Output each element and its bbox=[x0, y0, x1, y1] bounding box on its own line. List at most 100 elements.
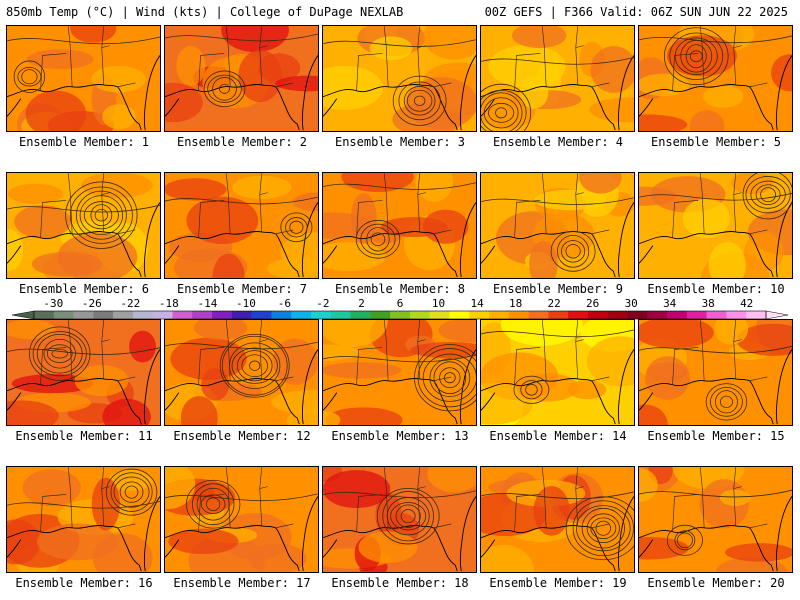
pressure-contour bbox=[75, 190, 127, 240]
pressure-contour bbox=[229, 342, 281, 389]
state-borders bbox=[514, 320, 610, 385]
pressure-contour bbox=[561, 240, 586, 263]
temperature-shading bbox=[26, 49, 94, 70]
colorbar-swatch bbox=[251, 311, 272, 319]
state-borders bbox=[356, 467, 452, 532]
state-borders bbox=[198, 320, 294, 385]
member-caption-12: Ensemble Member: 12 bbox=[173, 429, 311, 443]
pressure-contour bbox=[481, 83, 532, 131]
member-map-8 bbox=[322, 172, 477, 279]
state-borders bbox=[198, 26, 294, 91]
member-map-2 bbox=[164, 25, 319, 132]
member-map-4 bbox=[480, 25, 635, 132]
temperature-shading bbox=[11, 373, 94, 394]
state-borders bbox=[514, 467, 610, 532]
pressure-contour bbox=[7, 36, 160, 45]
colorbar-tick-label: 34 bbox=[663, 297, 677, 310]
temperature-shading bbox=[438, 320, 476, 343]
temperature-shading bbox=[165, 178, 227, 201]
pressure-contour bbox=[565, 244, 581, 259]
temperature-shading bbox=[719, 489, 751, 506]
colorbar-tick-label: 14 bbox=[470, 297, 484, 310]
state-borders bbox=[514, 26, 610, 91]
colorbar-swatch bbox=[686, 311, 707, 319]
pressure-contour bbox=[520, 380, 543, 400]
pressure-contour bbox=[7, 204, 160, 213]
pressure-contour bbox=[550, 230, 596, 272]
pressure-contour bbox=[69, 186, 133, 244]
colorbar-swatch bbox=[726, 311, 747, 319]
colorbar-swatch bbox=[548, 311, 569, 319]
colorbar-swatch bbox=[489, 311, 510, 319]
temperature-shading bbox=[7, 320, 56, 340]
pressure-contour bbox=[406, 89, 433, 112]
member-caption-8: Ensemble Member: 8 bbox=[334, 282, 466, 296]
temperature-shading bbox=[201, 368, 230, 401]
temperature-shading bbox=[639, 73, 690, 97]
pressure-contour bbox=[212, 77, 237, 101]
pressure-contour bbox=[360, 223, 396, 255]
member-caption-1: Ensemble Member: 1 bbox=[18, 135, 150, 149]
pressure-contour bbox=[666, 524, 703, 556]
temperature-shading bbox=[725, 543, 792, 562]
pressure-contour bbox=[21, 69, 38, 85]
pressure-contour bbox=[481, 491, 634, 500]
member-caption-2: Ensemble Member: 2 bbox=[176, 135, 308, 149]
member-map-17 bbox=[164, 466, 319, 573]
temperature-shading bbox=[36, 523, 118, 561]
pressure-contour bbox=[7, 500, 160, 509]
coastline bbox=[323, 496, 476, 572]
pressure-contour bbox=[572, 500, 634, 557]
pressure-contour bbox=[113, 476, 150, 508]
member-map-19 bbox=[480, 466, 635, 573]
colorbar-swatch bbox=[429, 311, 450, 319]
colorbar-tick-label: 6 bbox=[397, 297, 404, 310]
coastline bbox=[7, 496, 160, 572]
pressure-contour bbox=[32, 331, 87, 377]
pressure-contour bbox=[65, 181, 138, 249]
colorbar-tick-label: -30 bbox=[43, 297, 63, 310]
colorbar-arrow-left bbox=[11, 310, 35, 320]
pressure-contour bbox=[481, 197, 634, 205]
pressure-contour bbox=[79, 195, 124, 236]
temperature-shading bbox=[689, 110, 725, 131]
pressure-contour bbox=[323, 490, 476, 499]
member-map-11 bbox=[6, 319, 161, 426]
pressure-contour bbox=[221, 335, 288, 396]
temperature-shading bbox=[7, 183, 64, 204]
colorbar-swatch bbox=[132, 311, 153, 319]
coastline bbox=[7, 55, 160, 131]
coastline bbox=[639, 496, 792, 572]
pressure-contour bbox=[481, 57, 634, 65]
colorbar-swatch bbox=[746, 311, 767, 319]
pressure-contour bbox=[196, 487, 230, 521]
map-title: 850mb Temp (°C) | Wind (kts) | College o… bbox=[6, 5, 404, 19]
temperature-shading bbox=[272, 338, 318, 385]
temperature-shading bbox=[639, 114, 688, 131]
temperature-shading bbox=[586, 336, 634, 387]
pressure-contour bbox=[124, 485, 139, 499]
temperature-shading bbox=[238, 49, 283, 103]
temperature-shading bbox=[731, 173, 774, 195]
member-caption-5: Ensemble Member: 5 bbox=[650, 135, 782, 149]
temperature-shading bbox=[708, 241, 746, 278]
coastline bbox=[165, 55, 318, 131]
pressure-contour bbox=[7, 347, 160, 355]
colorbar-tick-label: -22 bbox=[120, 297, 140, 310]
member-map-15 bbox=[638, 319, 793, 426]
colorbar-swatch bbox=[231, 311, 252, 319]
colorbar-swatch bbox=[409, 311, 430, 319]
coastline bbox=[7, 202, 160, 278]
colorbar-swatch bbox=[53, 311, 74, 319]
colorbar-swatch bbox=[706, 311, 727, 319]
pressure-contour bbox=[565, 496, 634, 561]
member-caption-18: Ensemble Member: 18 bbox=[331, 576, 469, 590]
member-caption-16: Ensemble Member: 16 bbox=[15, 576, 153, 590]
temperature-shading bbox=[165, 82, 203, 123]
coastline bbox=[639, 349, 792, 425]
pressure-contour bbox=[444, 372, 456, 384]
colorbar-swatch bbox=[212, 311, 233, 319]
state-borders bbox=[356, 26, 452, 91]
pressure-contour bbox=[557, 235, 590, 268]
coastline bbox=[165, 496, 318, 572]
